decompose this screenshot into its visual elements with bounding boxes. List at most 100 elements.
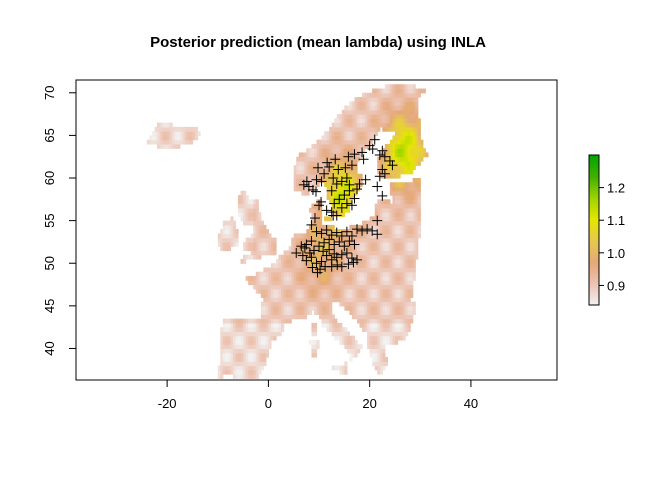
- raster-cell: [394, 169, 399, 175]
- raster-cell: [394, 199, 399, 205]
- colorbar-segment: [589, 260, 599, 263]
- raster-cell: [255, 224, 259, 230]
- raster-cell: [412, 271, 416, 277]
- raster-cell: [291, 310, 295, 315]
- raster-cell: [293, 314, 297, 320]
- raster-cell: [311, 305, 315, 311]
- raster-cell: [222, 246, 226, 252]
- raster-cell: [159, 139, 163, 145]
- raster-cell: [301, 305, 305, 311]
- raster-cell: [397, 105, 401, 111]
- raster-cell: [402, 114, 406, 119]
- raster-cell: [379, 271, 383, 277]
- raster-cell: [392, 220, 396, 226]
- raster-cell: [420, 88, 424, 94]
- raster-cell: [349, 186, 353, 192]
- raster-cell: [384, 305, 388, 311]
- raster-cell: [384, 203, 388, 209]
- raster-cell: [349, 173, 353, 179]
- raster-cell: [263, 246, 267, 252]
- raster-cell: [415, 118, 419, 124]
- raster-cell: [329, 263, 333, 269]
- raster-cell: [344, 169, 348, 175]
- raster-cell: [369, 220, 373, 226]
- raster-cell: [387, 254, 391, 260]
- raster-cell: [346, 271, 351, 277]
- raster-cell: [339, 280, 343, 286]
- raster-cell: [329, 190, 333, 196]
- raster-cell: [265, 322, 269, 328]
- raster-cell: [367, 314, 371, 320]
- raster-cell: [278, 263, 282, 269]
- raster-cell: [410, 310, 414, 315]
- occurrence-point-marker: [319, 168, 330, 179]
- raster-cell: [387, 203, 391, 209]
- raster-cell: [387, 199, 391, 205]
- raster-cell: [336, 203, 340, 209]
- raster-cell: [387, 258, 391, 264]
- raster-cell: [235, 344, 239, 350]
- raster-cell: [319, 288, 323, 294]
- raster-cell: [382, 301, 386, 307]
- raster-cell: [351, 271, 356, 277]
- raster-cell: [374, 335, 378, 341]
- raster-cell: [389, 271, 394, 277]
- raster-cell: [357, 344, 361, 350]
- raster-cell: [400, 160, 404, 166]
- raster-cell: [273, 276, 277, 281]
- raster-cell: [410, 122, 414, 128]
- raster-cell: [410, 114, 414, 119]
- raster-cell: [243, 374, 247, 379]
- raster-cell: [303, 173, 307, 179]
- raster-cell: [415, 135, 419, 141]
- raster-cell: [232, 369, 237, 375]
- raster-cell: [329, 199, 333, 205]
- raster-cell: [359, 258, 363, 264]
- raster-cell: [389, 258, 394, 264]
- raster-cell: [359, 237, 363, 243]
- raster-cell: [362, 271, 366, 277]
- raster-cell: [174, 131, 178, 136]
- raster-cell: [382, 305, 386, 311]
- raster-cell: [410, 165, 414, 171]
- raster-cell: [397, 186, 401, 192]
- raster-cell: [197, 131, 201, 136]
- raster-cell: [367, 114, 371, 119]
- raster-cell: [405, 327, 409, 333]
- raster-cell: [367, 92, 371, 98]
- raster-cell: [389, 143, 394, 149]
- colorbar-segment: [589, 280, 599, 283]
- raster-cell: [298, 246, 302, 252]
- raster-cell: [288, 246, 292, 252]
- raster-cell: [415, 212, 419, 217]
- raster-cell: [389, 229, 394, 235]
- raster-cell: [410, 84, 414, 90]
- raster-cell: [349, 199, 353, 205]
- raster-cell: [311, 293, 315, 298]
- raster-cell: [377, 369, 381, 375]
- raster-cell: [248, 246, 252, 252]
- raster-cell: [377, 165, 381, 171]
- raster-cell: [394, 263, 399, 269]
- colorbar-segment: [589, 287, 599, 291]
- raster-cell: [382, 344, 386, 350]
- raster-cell: [222, 331, 226, 337]
- raster-cell: [344, 126, 348, 132]
- raster-cell: [367, 305, 371, 311]
- raster-cell: [397, 263, 401, 269]
- raster-cell: [243, 246, 247, 252]
- raster-cell: [394, 241, 399, 247]
- raster-cell: [344, 369, 348, 375]
- raster-cell: [339, 258, 343, 264]
- raster-cell: [367, 118, 371, 124]
- raster-cell: [359, 101, 363, 107]
- raster-cell: [250, 207, 254, 213]
- raster-cell: [298, 233, 302, 239]
- raster-cell: [240, 344, 244, 350]
- raster-cell: [248, 344, 252, 350]
- raster-cell: [303, 267, 307, 273]
- occurrence-point-marker: [387, 160, 398, 171]
- raster-cell: [243, 348, 247, 354]
- raster-cell: [321, 160, 325, 166]
- raster-cell: [331, 160, 335, 166]
